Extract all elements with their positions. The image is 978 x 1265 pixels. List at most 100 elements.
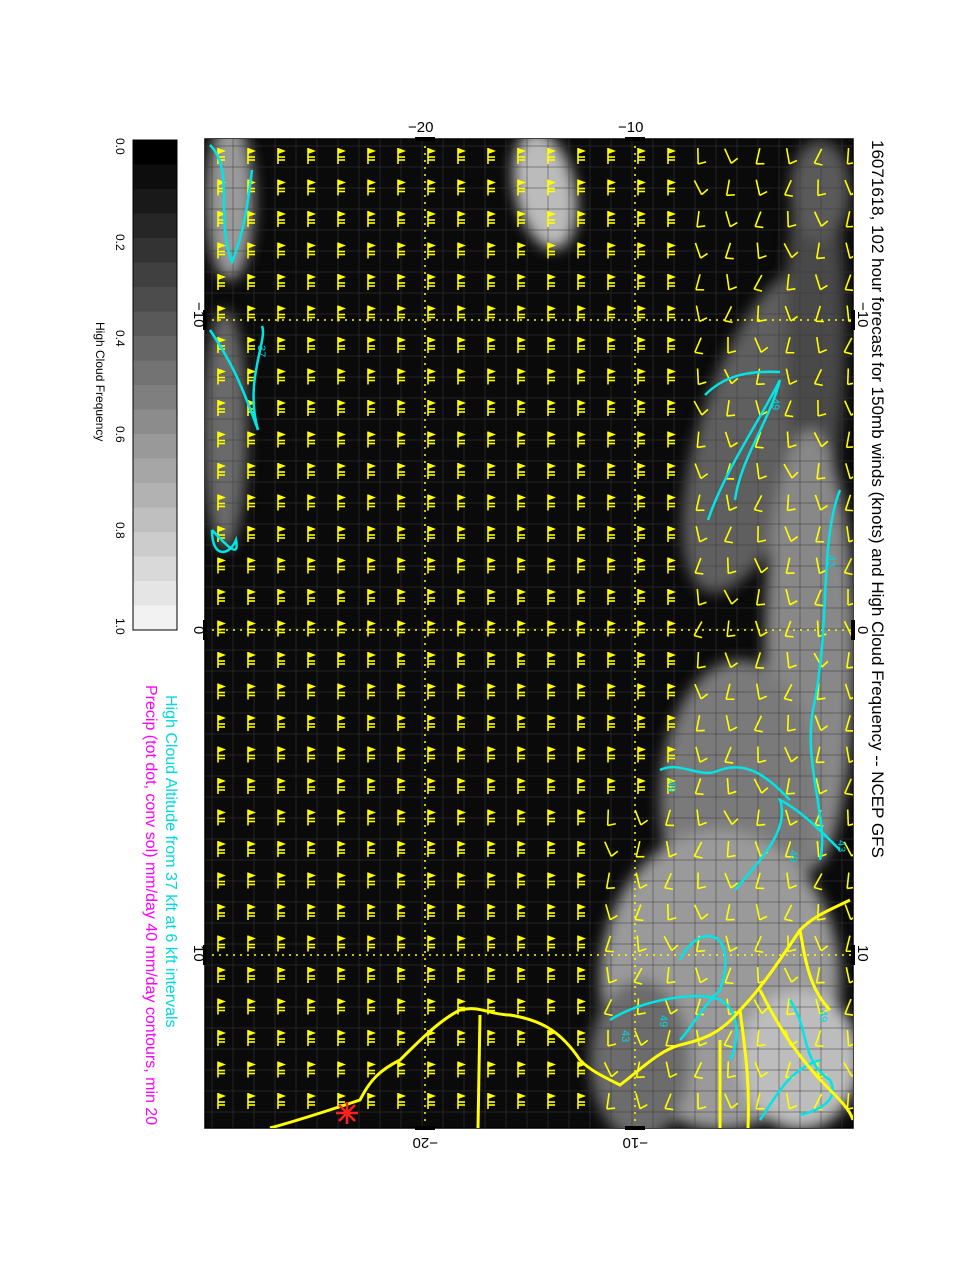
wind-barb bbox=[487, 935, 496, 952]
wind-barb bbox=[753, 778, 769, 794]
wind-barb bbox=[577, 431, 586, 448]
wind-barb bbox=[397, 683, 406, 700]
wind-barb bbox=[517, 1061, 526, 1078]
wind-barb bbox=[247, 841, 256, 857]
wind-barb bbox=[607, 778, 616, 794]
wind-barb bbox=[367, 179, 376, 196]
wind-barb bbox=[696, 210, 706, 228]
wind-barb bbox=[786, 494, 796, 512]
wind-barb bbox=[427, 1061, 436, 1078]
wind-barb bbox=[815, 746, 825, 764]
wind-barb bbox=[427, 337, 436, 353]
wind-barb bbox=[367, 778, 376, 794]
wind-barb bbox=[665, 840, 678, 858]
wind-barb bbox=[695, 746, 708, 763]
wind-barb bbox=[517, 431, 526, 448]
wind-barb bbox=[517, 494, 526, 511]
wind-barb bbox=[693, 1061, 703, 1080]
wind-barb bbox=[547, 652, 556, 668]
colorbar bbox=[132, 139, 178, 631]
wind-barb bbox=[217, 652, 226, 668]
wind-barb bbox=[577, 904, 586, 920]
wind-barb bbox=[457, 683, 466, 700]
top-axis-tick: −10 bbox=[618, 119, 643, 136]
colorbar-tick: 0.6 bbox=[113, 426, 127, 443]
wind-barb bbox=[786, 998, 796, 1016]
wind-barb bbox=[457, 179, 466, 196]
wind-barb bbox=[487, 211, 496, 227]
wind-barb bbox=[637, 746, 646, 763]
wind-barb bbox=[217, 715, 226, 731]
wind-barb bbox=[695, 494, 705, 512]
wind-barb bbox=[367, 431, 376, 448]
wind-barb bbox=[277, 1093, 286, 1109]
wind-barb bbox=[307, 967, 316, 983]
border-line bbox=[798, 929, 832, 1012]
wind-barb bbox=[367, 148, 376, 164]
wind-barb bbox=[783, 904, 793, 922]
wind-barb bbox=[784, 620, 794, 638]
wind-barb bbox=[785, 337, 795, 354]
wind-barb bbox=[724, 148, 739, 164]
wind-barb bbox=[607, 494, 616, 511]
wind-barb bbox=[457, 935, 466, 952]
wind-barb bbox=[755, 179, 768, 197]
wind-barb bbox=[487, 431, 496, 448]
wind-barb bbox=[487, 841, 496, 857]
wind-barb bbox=[307, 935, 316, 952]
wind-barb bbox=[517, 935, 526, 952]
wind-barb bbox=[337, 809, 346, 826]
wind-barb bbox=[667, 337, 676, 353]
wind-barb bbox=[277, 589, 286, 605]
wind-barb bbox=[247, 463, 256, 479]
wind-barb bbox=[667, 242, 676, 259]
contour-label: 43 bbox=[835, 840, 847, 852]
wind-barb bbox=[457, 652, 466, 668]
legend-precip: Precip (tot dot, conv sol) mm/day 40 mm/… bbox=[142, 685, 159, 1125]
wind-barb bbox=[665, 809, 675, 827]
wind-barb bbox=[307, 305, 316, 322]
wind-barb bbox=[604, 935, 614, 953]
wind-barb bbox=[693, 621, 703, 639]
wind-barb bbox=[547, 872, 556, 889]
wind-barb bbox=[517, 683, 526, 700]
wind-barb bbox=[367, 746, 376, 763]
wind-barb bbox=[607, 746, 616, 763]
wind-barb bbox=[723, 1030, 733, 1048]
wind-barb bbox=[577, 274, 586, 290]
wind-barb bbox=[397, 904, 406, 920]
wind-barb bbox=[756, 305, 766, 323]
wind-barb bbox=[634, 809, 649, 826]
wind-barb bbox=[487, 589, 496, 605]
wind-barb bbox=[457, 589, 466, 605]
wind-barb bbox=[815, 778, 828, 795]
wind-barb bbox=[367, 242, 376, 259]
wind-barb bbox=[307, 274, 316, 290]
wind-barb bbox=[814, 1030, 824, 1048]
wind-barb bbox=[397, 148, 406, 164]
wind-barb bbox=[277, 557, 286, 574]
wind-barb bbox=[367, 620, 376, 637]
wind-barb bbox=[427, 683, 436, 700]
axis-ticks bbox=[203, 137, 855, 1130]
wind-barb bbox=[693, 400, 709, 416]
wind-barb bbox=[844, 179, 853, 196]
wind-barb bbox=[723, 810, 739, 826]
wind-barb bbox=[427, 557, 436, 574]
wind-barb bbox=[637, 242, 646, 259]
contour-line bbox=[758, 1058, 821, 1121]
wind-barb bbox=[846, 651, 853, 669]
wind-barb bbox=[427, 1093, 436, 1109]
wind-barb bbox=[696, 431, 706, 449]
wind-barb bbox=[337, 872, 346, 889]
wind-barb bbox=[607, 368, 616, 385]
wind-barb bbox=[367, 841, 376, 857]
wind-barb bbox=[577, 1030, 586, 1046]
wind-barb bbox=[637, 463, 646, 479]
wind-barb bbox=[726, 1061, 736, 1079]
wind-barb bbox=[637, 400, 646, 416]
wind-barb bbox=[814, 935, 829, 952]
wind-barb bbox=[637, 715, 646, 731]
wind-barb bbox=[217, 1093, 226, 1109]
wind-barb bbox=[397, 809, 406, 826]
